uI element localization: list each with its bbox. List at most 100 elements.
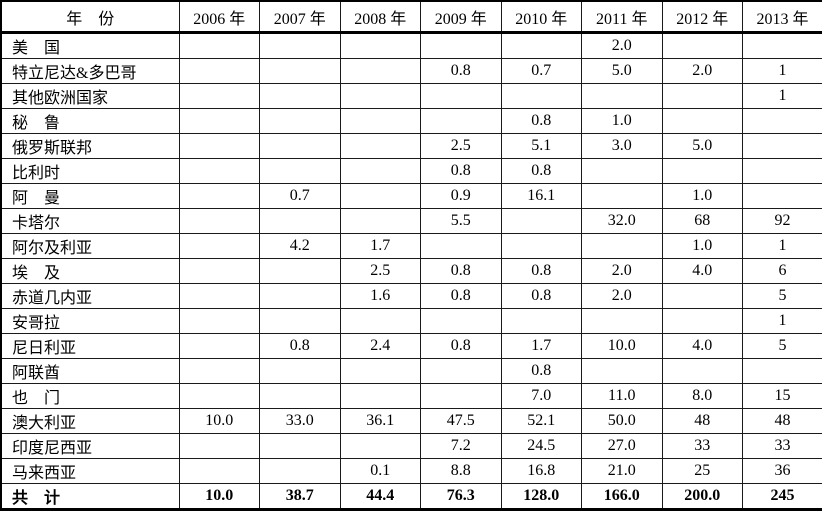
value-cell: [179, 434, 260, 459]
value-cell: [340, 59, 421, 84]
row-label: 特立尼达&多巴哥: [1, 59, 179, 84]
value-cell: 0.8: [421, 159, 502, 184]
value-cell: 15: [743, 384, 822, 409]
value-cell: [662, 359, 743, 384]
value-cell: [662, 159, 743, 184]
value-cell: 33: [662, 434, 743, 459]
value-cell: 5.0: [662, 134, 743, 159]
value-cell: 0.8: [501, 109, 582, 134]
value-cell: 4.0: [662, 259, 743, 284]
value-cell: 44.4: [340, 484, 421, 510]
value-cell: [662, 309, 743, 334]
value-cell: 33.0: [260, 409, 341, 434]
value-cell: 2.5: [340, 259, 421, 284]
value-cell: 1.6: [340, 284, 421, 309]
value-cell: [179, 184, 260, 209]
value-cell: [582, 84, 663, 109]
value-cell: 47.5: [421, 409, 502, 434]
value-cell: 1: [743, 234, 822, 259]
value-cell: [662, 84, 743, 109]
value-cell: 2.0: [582, 259, 663, 284]
header-cell-year-2009: 2009 年: [421, 1, 502, 33]
value-cell: [179, 109, 260, 134]
value-cell: 10.0: [179, 409, 260, 434]
value-cell: 245: [743, 484, 822, 510]
value-cell: [340, 84, 421, 109]
value-cell: 48: [743, 409, 822, 434]
value-cell: [340, 209, 421, 234]
value-cell: [179, 459, 260, 484]
value-cell: [179, 334, 260, 359]
value-cell: 92: [743, 209, 822, 234]
value-cell: 10.0: [582, 334, 663, 359]
value-cell: [260, 109, 341, 134]
value-cell: [340, 184, 421, 209]
value-cell: 11.0: [582, 384, 663, 409]
value-cell: 1.0: [662, 234, 743, 259]
header-cell-year-2011: 2011 年: [582, 1, 663, 33]
value-cell: [743, 109, 822, 134]
value-cell: 4.0: [662, 334, 743, 359]
value-cell: 50.0: [582, 409, 663, 434]
value-cell: [179, 284, 260, 309]
row-label: 其他欧洲国家: [1, 84, 179, 109]
value-cell: [743, 33, 822, 59]
value-cell: [421, 84, 502, 109]
value-cell: [743, 184, 822, 209]
value-cell: 8.0: [662, 384, 743, 409]
value-cell: 2.0: [662, 59, 743, 84]
value-cell: 200.0: [662, 484, 743, 510]
value-cell: 0.8: [421, 259, 502, 284]
value-cell: 2.0: [582, 33, 663, 59]
row-label: 也 门: [1, 384, 179, 409]
value-cell: 36.1: [340, 409, 421, 434]
header-row: 年 份 2006 年 2007 年 2008 年 2009 年 2010 年 2…: [1, 1, 822, 33]
row-label: 阿联酋: [1, 359, 179, 384]
value-cell: 2.0: [582, 284, 663, 309]
header-cell-year-2013: 2013 年: [743, 1, 822, 33]
row-label: 美 国: [1, 33, 179, 59]
value-cell: 128.0: [501, 484, 582, 510]
value-cell: 1.0: [662, 184, 743, 209]
value-cell: 52.1: [501, 409, 582, 434]
value-cell: [260, 159, 341, 184]
value-cell: [260, 84, 341, 109]
value-cell: [340, 109, 421, 134]
value-cell: [421, 384, 502, 409]
value-cell: 27.0: [582, 434, 663, 459]
value-cell: [260, 259, 341, 284]
value-cell: [501, 309, 582, 334]
value-cell: [260, 434, 341, 459]
value-cell: [260, 209, 341, 234]
value-cell: [340, 309, 421, 334]
value-cell: [582, 184, 663, 209]
value-cell: [582, 359, 663, 384]
value-cell: 1: [743, 309, 822, 334]
value-cell: 36: [743, 459, 822, 484]
value-cell: 0.8: [421, 334, 502, 359]
value-cell: 0.8: [421, 284, 502, 309]
value-cell: 1.7: [340, 234, 421, 259]
row-label: 共 计: [1, 484, 179, 510]
value-cell: 21.0: [582, 459, 663, 484]
value-cell: [743, 134, 822, 159]
header-cell-year-2010: 2010 年: [501, 1, 582, 33]
value-cell: [260, 33, 341, 59]
value-cell: [260, 284, 341, 309]
value-cell: [421, 309, 502, 334]
table-header: 年 份 2006 年 2007 年 2008 年 2009 年 2010 年 2…: [1, 1, 822, 33]
value-cell: [743, 159, 822, 184]
value-cell: 5: [743, 334, 822, 359]
row-label: 阿尔及利亚: [1, 234, 179, 259]
value-cell: 5: [743, 284, 822, 309]
value-cell: [179, 33, 260, 59]
value-cell: 5.0: [582, 59, 663, 84]
